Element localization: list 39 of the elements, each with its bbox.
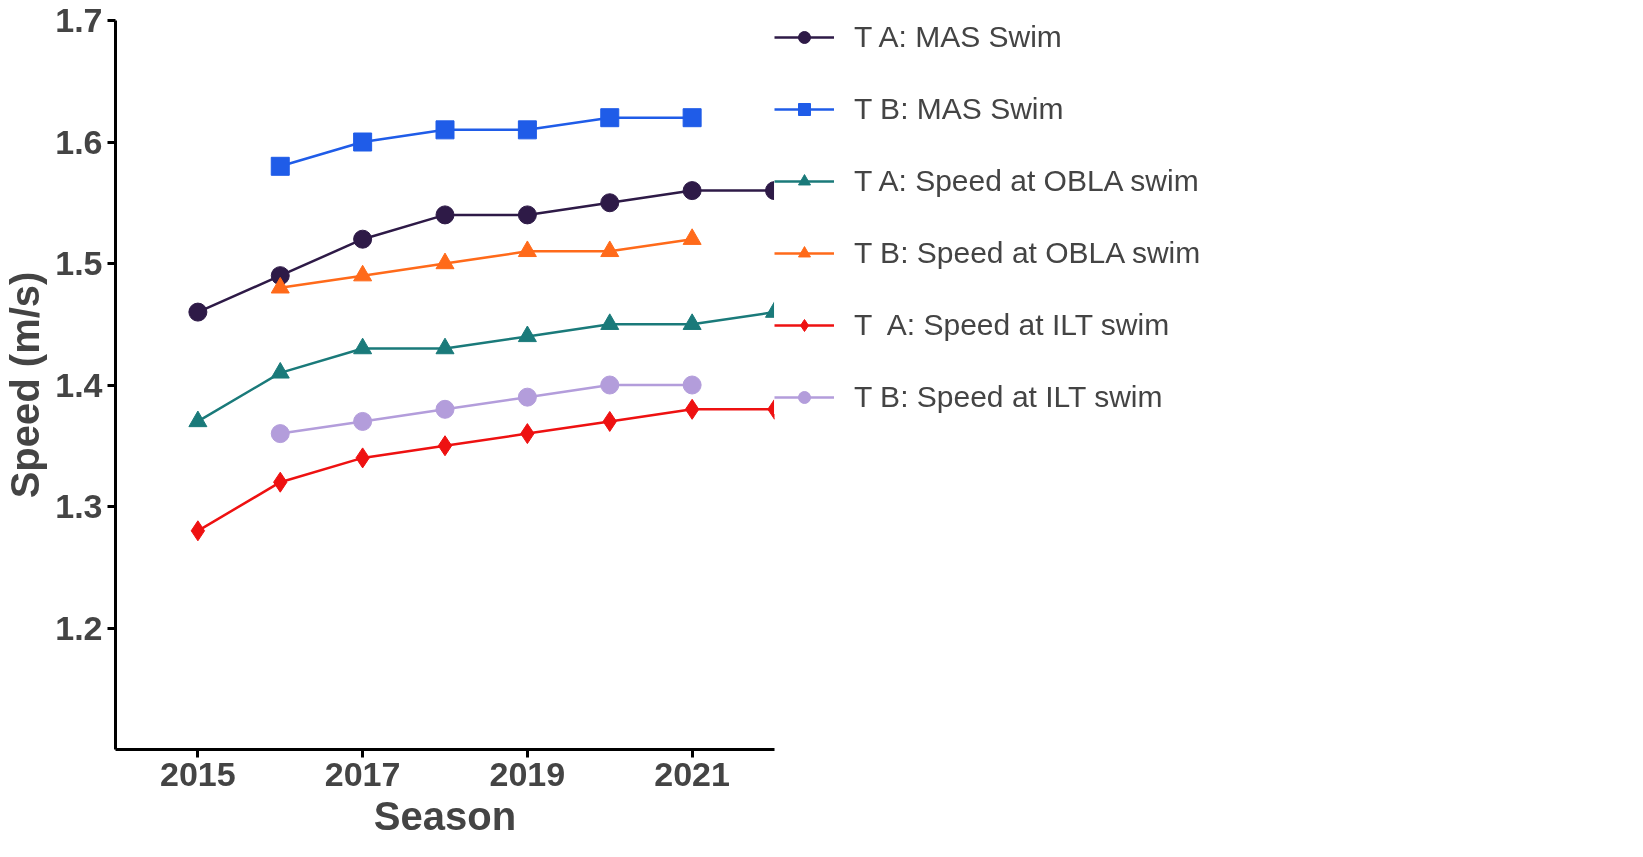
x-axis-title: Season — [373, 793, 517, 838]
y-axis-title: Speed (m/s) — [3, 271, 48, 499]
y-tick-label: 1.3 — [55, 487, 103, 525]
x-tick-label: 2021 — [654, 754, 730, 793]
point — [190, 520, 206, 542]
point — [600, 108, 620, 128]
point — [600, 375, 620, 395]
point — [684, 398, 700, 420]
x-tick-label: 2017 — [324, 754, 401, 793]
point — [682, 375, 702, 395]
point — [600, 193, 620, 213]
point — [270, 424, 290, 444]
y-tick-label: 1.4 — [55, 365, 103, 404]
point — [353, 229, 373, 249]
point — [517, 387, 537, 407]
legend-label: T A: Speed at ILT swim — [854, 308, 1170, 342]
legend-label: T B: Speed at OBLA swim — [854, 236, 1201, 270]
y-tick-label: 1.6 — [55, 122, 103, 161]
legend-label: T B: MAS Swim — [854, 92, 1064, 126]
point — [682, 181, 702, 201]
y-tick-label: 1.2 — [55, 608, 103, 647]
legend-label: T A: Speed at OBLA swim — [854, 164, 1199, 198]
point — [353, 411, 373, 431]
point — [682, 108, 702, 128]
point — [353, 132, 373, 152]
point — [517, 120, 537, 140]
x-tick-label: 2015 — [160, 754, 236, 793]
y-tick-label: 1.7 — [55, 1, 103, 39]
point — [270, 156, 290, 176]
point — [435, 120, 455, 140]
point — [435, 205, 455, 225]
legend-label: T B: Speed at ILT swim — [854, 380, 1163, 414]
point — [435, 399, 455, 419]
point — [437, 435, 453, 457]
point — [188, 302, 208, 322]
legend-label: T A: MAS Swim — [854, 20, 1062, 54]
y-tick-label: 1.5 — [55, 244, 103, 282]
point — [517, 205, 537, 225]
x-tick-label: 2019 — [489, 754, 566, 793]
